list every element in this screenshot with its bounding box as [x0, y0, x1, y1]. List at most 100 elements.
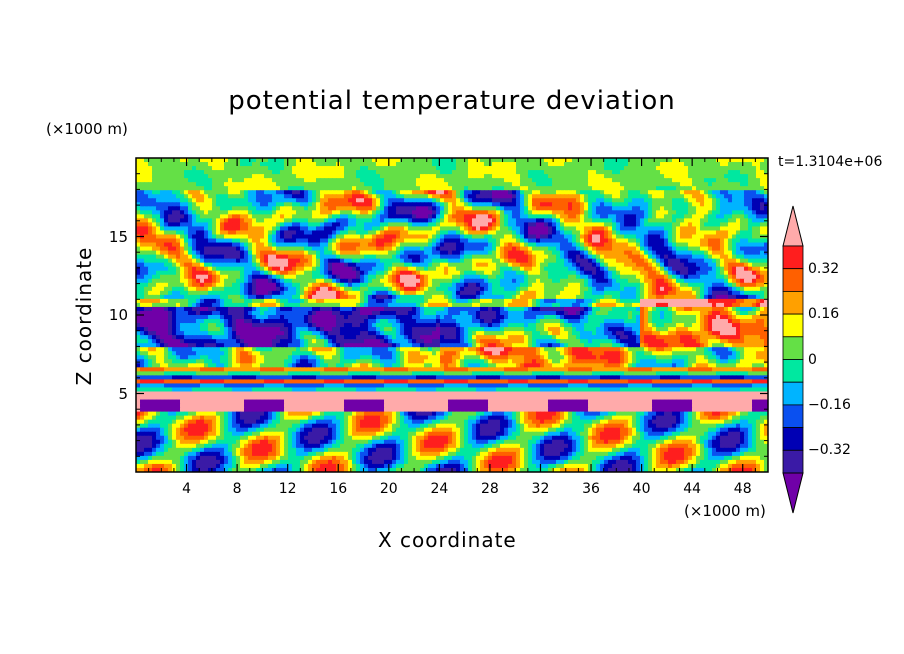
field-cell	[376, 214, 381, 219]
field-cell	[400, 182, 405, 187]
field-cell	[748, 250, 753, 256]
field-cell	[536, 170, 541, 175]
field-cell	[496, 238, 501, 244]
field-cell	[240, 258, 245, 264]
field-cell	[716, 250, 721, 256]
field-cell	[656, 250, 661, 256]
field-cell	[144, 234, 149, 240]
field-cell	[660, 254, 665, 260]
field-cell	[436, 226, 441, 232]
field-cell	[388, 162, 393, 167]
field-cell	[636, 170, 641, 175]
field-cell	[492, 258, 497, 264]
field-cell	[656, 242, 661, 248]
field-cell	[484, 202, 489, 207]
field-cell	[580, 194, 585, 199]
field-cell	[224, 262, 229, 268]
field-cell	[416, 234, 421, 240]
field-cell	[140, 182, 145, 187]
field-cell	[340, 266, 345, 272]
field-cell	[284, 254, 289, 260]
field-cell	[612, 266, 617, 272]
field-cell	[276, 162, 281, 167]
field-cell	[328, 262, 333, 268]
field-cell	[456, 270, 461, 276]
field-cell	[716, 206, 721, 211]
field-cell	[728, 274, 733, 280]
field-cell	[560, 266, 565, 272]
field-cell	[148, 170, 153, 175]
field-cell	[732, 174, 737, 179]
field-cell	[716, 242, 721, 248]
field-cell	[556, 166, 561, 171]
field-cell	[712, 230, 717, 236]
field-cell	[708, 266, 713, 272]
field-cell	[332, 250, 337, 256]
field-cell	[320, 274, 325, 280]
field-cell	[256, 238, 261, 244]
field-cell	[700, 258, 705, 264]
field-cell	[444, 202, 449, 207]
field-cell	[476, 182, 481, 187]
field-cell	[376, 246, 381, 252]
field-cell	[476, 258, 481, 264]
field-cell	[736, 214, 741, 219]
field-cell	[176, 218, 181, 224]
field-cell	[480, 186, 485, 191]
field-cell	[300, 242, 305, 248]
field-cell	[544, 198, 549, 203]
field-cell	[276, 202, 281, 207]
field-cell	[748, 158, 753, 163]
field-cell	[228, 266, 233, 272]
field-cell	[680, 158, 685, 163]
field-cell	[232, 214, 237, 219]
field-cell	[460, 254, 465, 260]
field-cell	[552, 158, 557, 163]
field-cell	[668, 270, 673, 276]
field-cell	[688, 202, 693, 207]
field-cell	[440, 222, 445, 228]
field-cell	[252, 210, 257, 215]
field-cell	[532, 218, 537, 224]
field-cell	[344, 262, 349, 268]
field-cell	[564, 166, 569, 171]
field-cell	[636, 194, 641, 199]
field-cell	[528, 218, 533, 224]
field-cell	[280, 250, 285, 256]
field-cell	[368, 198, 373, 203]
field-cell	[280, 210, 285, 215]
field-cell	[680, 190, 685, 195]
field-cell	[180, 222, 185, 228]
field-cell	[596, 246, 601, 252]
field-cell	[660, 206, 665, 211]
field-cell	[284, 214, 289, 219]
field-cell	[148, 186, 153, 191]
field-cell	[532, 222, 537, 228]
field-cell	[612, 210, 617, 215]
field-cell	[580, 266, 585, 272]
field-cell	[664, 254, 669, 260]
field-cell	[288, 206, 293, 211]
field-cell	[212, 282, 217, 288]
field-cell	[192, 262, 197, 268]
field-cell	[356, 218, 361, 224]
field-cell	[216, 198, 221, 203]
field-cell	[508, 206, 513, 211]
field-cell	[488, 218, 493, 224]
field-cell	[284, 190, 289, 195]
field-cell	[468, 162, 473, 167]
field-cell	[512, 162, 517, 167]
field-cell	[192, 222, 197, 228]
field-cell	[164, 186, 169, 191]
field-cell	[488, 262, 493, 268]
field-cell	[252, 278, 257, 284]
field-cell	[612, 230, 617, 236]
field-cell	[240, 238, 245, 244]
field-cell	[456, 210, 461, 215]
field-cell	[152, 270, 157, 276]
field-cell	[168, 210, 173, 215]
field-cell	[652, 222, 657, 228]
field-cell	[472, 166, 477, 171]
field-cell	[428, 278, 433, 284]
field-cell	[244, 222, 249, 228]
